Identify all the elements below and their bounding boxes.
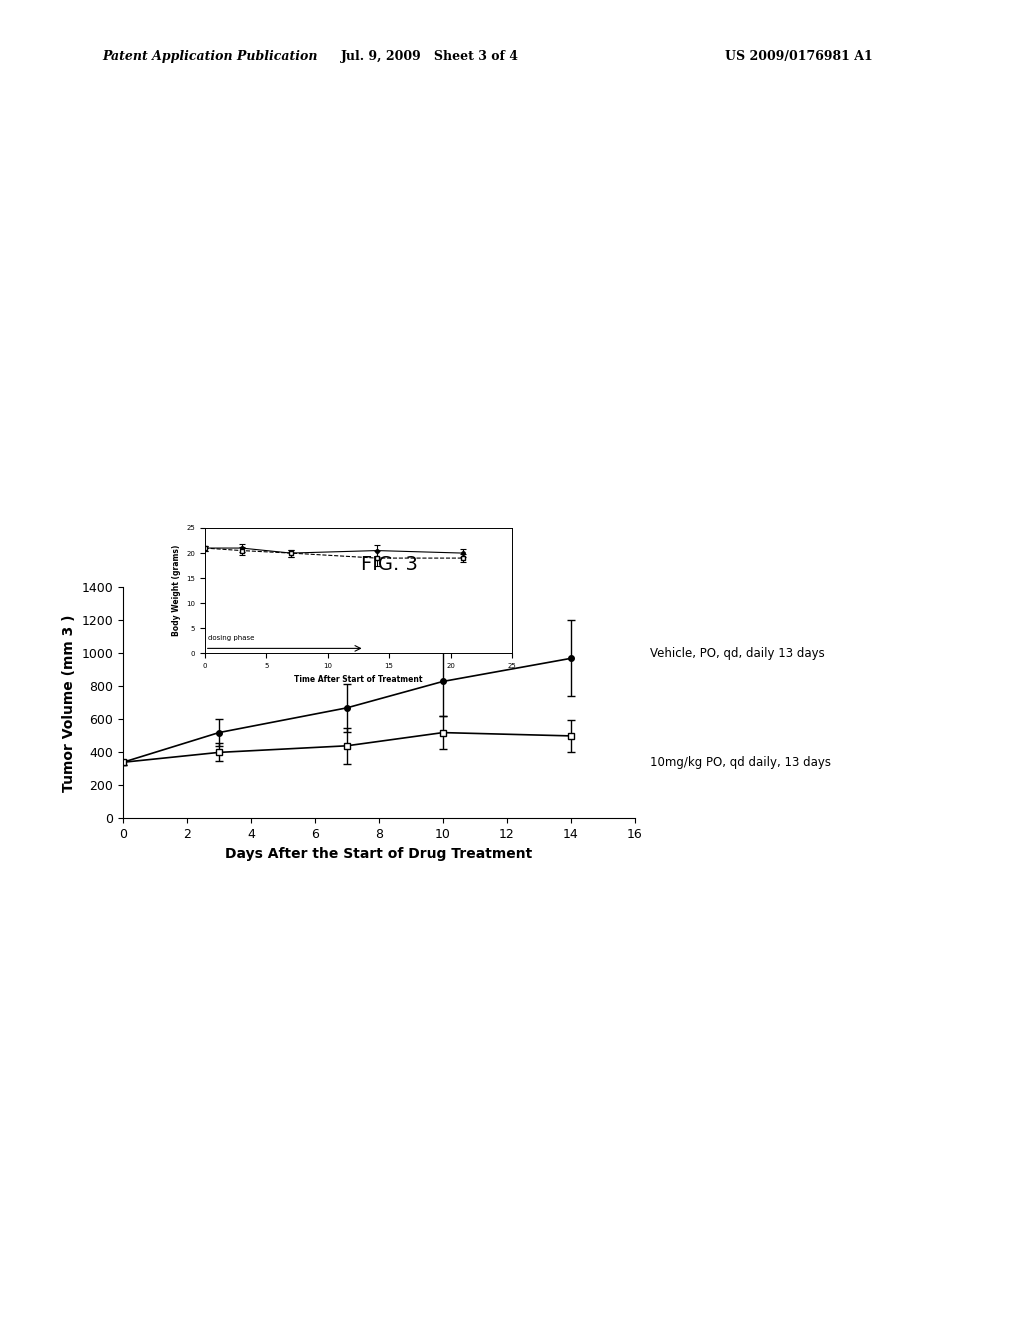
Text: Vehicle, PO, qd, daily 13 days: Vehicle, PO, qd, daily 13 days [650, 647, 825, 660]
Y-axis label: Body Weight (grams): Body Weight (grams) [172, 545, 180, 636]
Text: dosing phase: dosing phase [209, 635, 255, 642]
Y-axis label: Tumor Volume (mm 3 ): Tumor Volume (mm 3 ) [61, 614, 76, 792]
Text: 10mg/kg PO, qd daily, 13 days: 10mg/kg PO, qd daily, 13 days [650, 756, 831, 770]
Text: FIG. 3: FIG. 3 [360, 556, 418, 574]
Text: Patent Application Publication: Patent Application Publication [102, 50, 317, 63]
Text: Jul. 9, 2009   Sheet 3 of 4: Jul. 9, 2009 Sheet 3 of 4 [341, 50, 519, 63]
X-axis label: Time After Start of Treatment: Time After Start of Treatment [294, 675, 423, 684]
Text: US 2009/0176981 A1: US 2009/0176981 A1 [725, 50, 872, 63]
X-axis label: Days After the Start of Drug Treatment: Days After the Start of Drug Treatment [225, 846, 532, 861]
